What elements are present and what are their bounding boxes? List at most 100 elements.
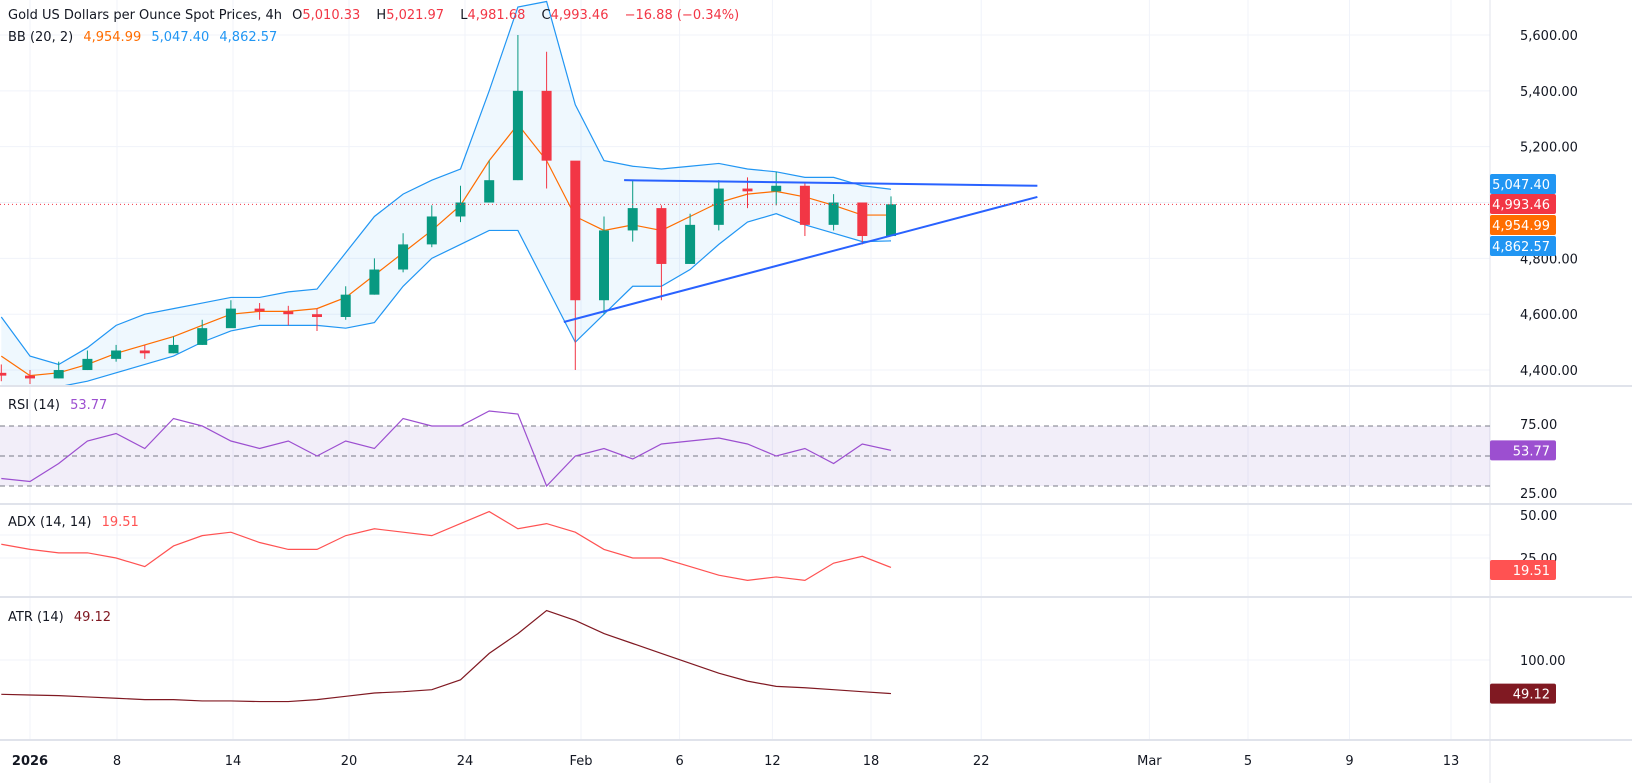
candle-body: [627, 208, 638, 231]
time-axis-label: 24: [457, 754, 474, 769]
candle-body: [771, 185, 782, 192]
atr-badge-bg: [1490, 683, 1556, 704]
adx-legend[interactable]: ADX (14, 14) 19.51: [8, 515, 145, 530]
candle-body: [340, 294, 351, 317]
rsi-badge-text: 53.77: [1513, 444, 1550, 459]
rsi-value: 53.77: [70, 398, 108, 413]
bb-basis-badge-text: 4,954.99: [1492, 219, 1550, 234]
candle-body: [799, 185, 810, 225]
rsi-label: RSI (14): [8, 398, 60, 413]
last-price-badge: 4,993.46: [1490, 194, 1556, 214]
atr-badge-text: 49.12: [1513, 688, 1550, 703]
candle-body: [685, 224, 696, 264]
adx-line: [1, 510, 892, 581]
bb-label: BB (20, 2): [8, 30, 74, 45]
candle-body: [25, 375, 35, 379]
time-axis-label: 14: [225, 754, 242, 769]
atr-axis-label: 100.00: [1520, 654, 1566, 669]
bb-basis-value: 4,954.99: [83, 30, 142, 45]
candle-body: [886, 204, 896, 237]
candle-body: [857, 202, 868, 237]
bb-basis-badge: 4,954.99: [1490, 215, 1556, 235]
candle-body: [512, 90, 523, 181]
price-axis-label: 5,400.00: [1520, 85, 1578, 100]
ohlc-high: H5,021.97: [376, 8, 450, 23]
price-axis-label: 4,400.00: [1520, 364, 1578, 379]
bb-lower-badge-text: 4,862.57: [1492, 240, 1550, 255]
candle-body: [225, 308, 236, 329]
bb-basis-line: [0, 123, 892, 377]
bb-upper-badge: 5,047.40: [1490, 174, 1556, 194]
symbol-title[interactable]: Gold US Dollars per Ounce Spot Prices, 4…: [8, 8, 282, 23]
rsi-badge: 53.77: [1490, 440, 1556, 461]
candle-body: [570, 160, 581, 301]
candle-body: [656, 208, 667, 264]
candle-body: [283, 311, 294, 315]
bb-upper-badge-bg: [1490, 174, 1556, 194]
rsi-legend[interactable]: RSI (14) 53.77: [8, 398, 113, 413]
bb-background: [1, 1, 891, 385]
price-axis-label: 4,600.00: [1520, 308, 1578, 323]
atr-legend[interactable]: ATR (14) 49.12: [8, 610, 117, 625]
low-value: 4,981.68: [467, 8, 526, 23]
open-value: 5,010.33: [302, 8, 361, 23]
change-value: −16.88 (−0.34%): [624, 8, 740, 23]
adx-badge-bg: [1490, 560, 1556, 580]
candle-body: [312, 314, 322, 317]
time-axis-label: 22: [973, 754, 990, 769]
time-axis-label: Mar: [1137, 754, 1162, 769]
bb-basis-badge-bg: [1490, 215, 1556, 235]
candle-body: [369, 269, 380, 295]
candle-body: [742, 188, 753, 192]
close-label: C: [541, 8, 551, 23]
candle-body: [82, 358, 93, 371]
trendline: [624, 179, 1038, 187]
rsi-axis-label: 75.00: [1520, 418, 1557, 433]
adx-badge: 19.51: [1490, 560, 1556, 580]
time-axis-label: 18: [863, 754, 880, 769]
candle-body: [455, 202, 466, 217]
ohlc-low: L4,981.68: [460, 8, 531, 23]
price-axis-label: 5,200.00: [1520, 141, 1578, 156]
adx-value: 19.51: [101, 515, 139, 530]
atr-line: [1, 609, 892, 703]
candle-body: [426, 216, 437, 245]
candle-body: [53, 370, 64, 379]
candle-body: [484, 180, 495, 203]
trendline: [563, 195, 1038, 323]
symbol-legend: Gold US Dollars per Ounce Spot Prices, 4…: [8, 8, 745, 23]
candle-body: [168, 344, 179, 354]
time-axis-label: 12: [764, 754, 781, 769]
time-axis-label: 9: [1345, 754, 1353, 769]
atr-label: ATR (14): [8, 610, 64, 625]
candle-body: [254, 308, 265, 312]
ohlc-open: O5,010.33: [292, 8, 366, 23]
ohlc-close: C4,993.46: [542, 8, 615, 23]
bb-legend[interactable]: BB (20, 2) 4,954.99 5,047.40 4,862.57: [8, 30, 283, 45]
candle-body: [398, 244, 409, 270]
adx-axis-label: 50.00: [1520, 509, 1557, 524]
last-price-badge-bg: [1490, 194, 1556, 214]
rsi-axis-label: 25.00: [1520, 487, 1557, 502]
atr-value: 49.12: [73, 610, 112, 625]
high-label: H: [376, 8, 387, 23]
time-axis-label: 13: [1443, 754, 1460, 769]
last-price-badge-text: 4,993.46: [1492, 198, 1550, 213]
bb-upper-value: 5,047.40: [151, 30, 210, 45]
bb-lower-badge: 4,862.57: [1490, 236, 1556, 256]
price-pane: [0, 0, 1038, 385]
close-value: 4,993.46: [550, 8, 609, 23]
candle-body: [599, 230, 609, 301]
low-label: L: [460, 8, 468, 23]
bb-upper-badge-text: 5,047.40: [1492, 178, 1550, 193]
price-axis-label: 4,800.00: [1520, 252, 1578, 267]
open-label: O: [292, 8, 303, 23]
time-axis-label: Feb: [569, 754, 592, 769]
rsi-badge-bg: [1490, 440, 1556, 461]
candle-body: [713, 188, 724, 225]
time-axis-label: 6: [675, 754, 683, 769]
adx-badge-text: 19.51: [1513, 564, 1550, 579]
bb-upper-line: [0, 0, 892, 366]
